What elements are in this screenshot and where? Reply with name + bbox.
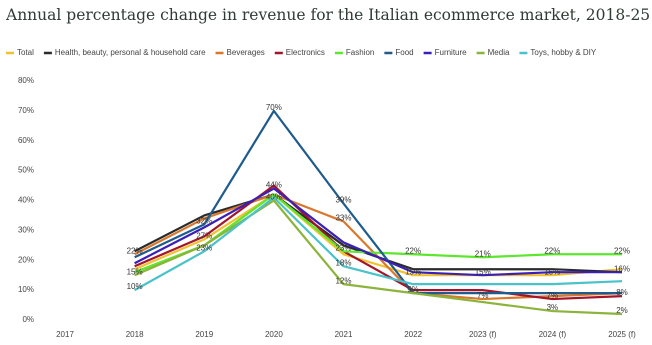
legend-label: Total <box>17 48 34 57</box>
chart-title: Annual percentage change in revenue for … <box>5 6 650 24</box>
data-label: 21% <box>475 249 491 258</box>
data-label: 44% <box>266 181 282 190</box>
data-label: 9% <box>407 285 419 294</box>
legend-label: Food <box>395 48 413 57</box>
y-tick-label: 20% <box>18 255 34 264</box>
x-tick-label: 2018 <box>126 330 144 339</box>
series-line <box>134 196 623 292</box>
series-line <box>134 109 622 295</box>
y-tick-label: 60% <box>18 136 34 145</box>
data-label: 15% <box>475 267 491 276</box>
data-label: 70% <box>266 103 282 112</box>
data-label: 3% <box>547 303 559 312</box>
data-label: 33% <box>335 214 351 223</box>
legend-label: Beverages <box>227 48 265 57</box>
data-label: 15% <box>405 267 421 276</box>
data-label: 27% <box>196 231 212 240</box>
legend-label: Toys, hobby & DIY <box>530 48 596 57</box>
data-label: 12% <box>335 276 351 285</box>
data-label: 7% <box>477 291 489 300</box>
y-tick-label: 10% <box>18 285 34 294</box>
x-tick-label: 2017 <box>56 330 74 339</box>
y-tick-label: 80% <box>18 76 34 85</box>
x-tick-label: 2021 <box>335 330 353 339</box>
legend-label: Furniture <box>435 48 468 57</box>
data-label: 39% <box>335 196 351 205</box>
data-label: 8% <box>616 288 628 297</box>
data-label: 22% <box>405 246 421 255</box>
data-label: 10% <box>127 282 143 291</box>
data-label: 23% <box>196 243 212 252</box>
x-tick-label: 2020 <box>265 330 283 339</box>
data-label: 23% <box>335 243 351 252</box>
y-tick-label: 30% <box>18 225 34 234</box>
data-label: 16% <box>614 264 630 273</box>
data-label: 32% <box>196 217 212 226</box>
series-line <box>134 193 623 277</box>
legend-label: Media <box>488 48 510 57</box>
data-label: 22% <box>127 246 143 255</box>
series-line <box>134 184 623 301</box>
x-tick-label: 2025 (f) <box>608 330 636 339</box>
data-label: 18% <box>335 258 351 267</box>
data-label: 2% <box>616 306 628 315</box>
legend-label: Health, beauty, personal & household car… <box>55 48 206 57</box>
series-line <box>134 199 623 316</box>
data-label: 40% <box>266 193 282 202</box>
x-tick-label: 2019 <box>195 330 213 339</box>
legend-label: Fashion <box>346 48 374 57</box>
x-tick-label: 2024 (f) <box>539 330 567 339</box>
data-label: 15% <box>544 267 560 276</box>
data-label: 22% <box>614 246 630 255</box>
x-tick-label: 2022 <box>404 330 422 339</box>
legend-label: Electronics <box>286 48 325 57</box>
data-label: 15% <box>127 267 143 276</box>
y-tick-label: 70% <box>18 106 34 115</box>
data-label: 22% <box>544 246 560 255</box>
y-tick-label: 50% <box>18 166 34 175</box>
y-tick-label: 0% <box>22 315 34 324</box>
x-tick-label: 2023 (f) <box>469 330 497 339</box>
data-label: 7% <box>547 291 559 300</box>
y-tick-label: 40% <box>18 196 34 205</box>
series-line <box>134 187 622 277</box>
